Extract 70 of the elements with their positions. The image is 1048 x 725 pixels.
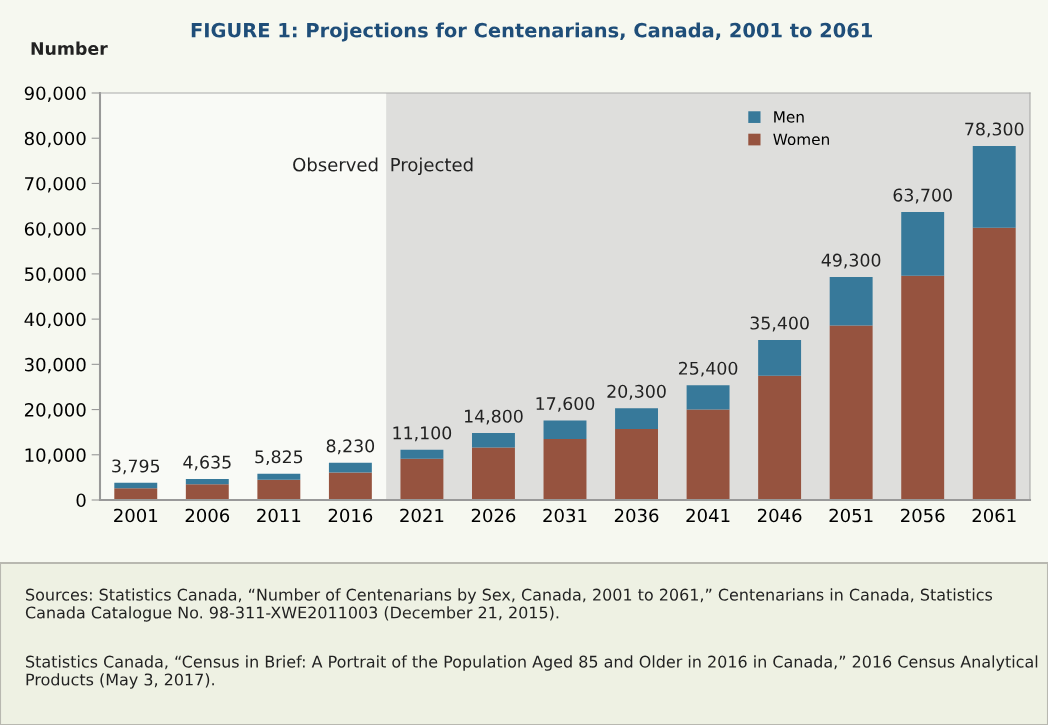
bar (543, 438, 587, 500)
x-tick-label: 2056 (901, 508, 945, 523)
y-tick-label: 30,000 (25, 357, 86, 374)
bar (901, 211, 945, 276)
x-tick-label: 2026 (471, 508, 516, 523)
bar (615, 408, 658, 429)
y-tick-label: 0 (76, 493, 86, 508)
legend-label: Women (773, 133, 829, 146)
x-tick-label: 2046 (757, 508, 802, 523)
bar (972, 145, 1016, 228)
x-tick-label: 2011 (257, 508, 301, 523)
bar (472, 433, 515, 448)
total-label: 63,700 (893, 188, 952, 204)
total-label: 35,400 (750, 316, 809, 332)
chart-title: FIGURE 1: Projections for Centenarians, Canada, 2001 to 2061 (191, 22, 872, 42)
total-label: 25,400 (678, 361, 738, 377)
total-label: 20,300 (607, 384, 666, 400)
x-tick-label: 2041 (686, 508, 730, 523)
y-tick-label: 20,000 (24, 403, 86, 419)
total-label: 3,795 (112, 459, 160, 475)
total-label: 11,100 (393, 426, 452, 442)
x-tick-label: 2021 (400, 508, 444, 523)
legend-label: Men (774, 111, 804, 123)
x-tick-label: 2031 (543, 508, 587, 523)
total-label: 4,635 (183, 455, 231, 471)
bar (615, 429, 658, 500)
bar (472, 447, 515, 500)
bar (328, 462, 372, 473)
bar (400, 449, 444, 459)
x-tick-label: 2006 (185, 508, 230, 523)
bar (829, 325, 873, 500)
x-tick-label: 2061 (972, 508, 1016, 523)
total-label: 78,300 (965, 122, 1024, 138)
bar (758, 375, 802, 500)
y-tick-label: 60,000 (24, 222, 86, 238)
y-tick-label: 70,000 (25, 176, 86, 193)
bar (972, 227, 1016, 500)
bar (185, 484, 229, 500)
bar (543, 420, 587, 439)
total-label: 17,600 (536, 396, 595, 412)
total-label: 5,825 (255, 450, 303, 466)
bar (114, 488, 158, 500)
bar (400, 458, 444, 500)
y-tick-label: 80,000 (24, 131, 86, 148)
y-axis-title: Number (31, 41, 108, 56)
total-label: 8,230 (326, 439, 375, 455)
bar (185, 479, 229, 485)
bar (758, 339, 802, 376)
bar (257, 473, 301, 480)
bar (328, 472, 372, 500)
total-label: 49,300 (821, 253, 881, 269)
bar (686, 385, 730, 410)
y-tick-label: 40,000 (24, 312, 86, 329)
bar (829, 277, 873, 326)
y-tick-label: 10,000 (25, 448, 86, 464)
bar (686, 409, 730, 500)
bar (901, 275, 945, 500)
y-tick-label: 50,000 (25, 267, 86, 283)
x-tick-label: 2036 (614, 508, 659, 523)
annotation: Observed (293, 157, 378, 172)
y-tick-label: 90,000 (24, 86, 86, 102)
x-tick-label: 2001 (114, 508, 158, 523)
source-note: Sources: Statistics Canada, “Number of Centenarians by Sex, Canada, 2001 to 2061,” Centenarians in Canada, Statistics Canada Catalogue No. 98-311-XWE2011003 (December 21, 2015). (25, 588, 993, 622)
band-label: Projected (391, 157, 473, 175)
x-tick-label: 2051 (829, 508, 873, 523)
bar (114, 482, 158, 489)
text: Statistics Canada, “Census in Brief: A Portrait of the Population Aged 85 and Older in 2016 in Canada,” 2016 Census Analytical Products (May 3, 2017). (26, 655, 1038, 689)
bar (257, 479, 301, 500)
x-tick-label: 2016 (328, 508, 373, 523)
total-label: 14,800 (464, 409, 523, 425)
